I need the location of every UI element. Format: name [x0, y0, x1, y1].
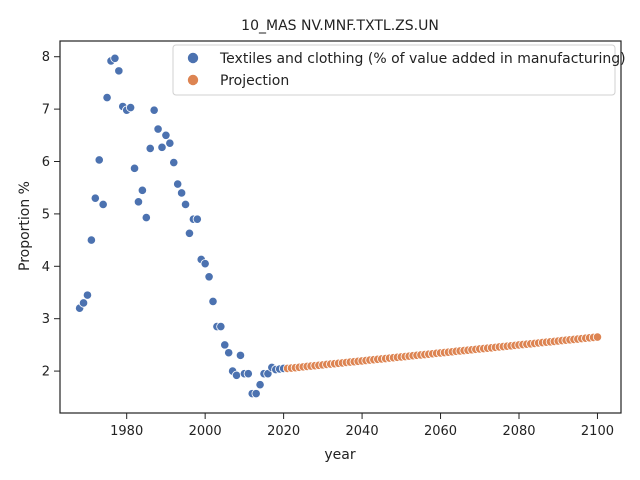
historical-point-17	[141, 212, 151, 223]
historical-point-22	[161, 130, 171, 140]
x-tick-label-4: 2060	[424, 424, 457, 439]
historical-point-30	[192, 214, 202, 224]
historical-point-45	[251, 389, 261, 399]
historical-point-25	[173, 179, 183, 189]
y-tick-label-4: 6	[42, 155, 50, 170]
x-axis-label: year	[324, 447, 355, 463]
axis-ticks-layer: 1980 2000 2020 2040 2060 2080 2100 2 3 4 5 6 7 8	[42, 50, 614, 439]
chart-title: 10_MAS NV.MNF.TXTL.ZS.UN	[241, 18, 439, 34]
historical-point-20	[153, 124, 163, 134]
y-tick-label-6: 8	[42, 50, 50, 65]
projection-point-79	[592, 332, 603, 342]
historical-point-37	[220, 340, 230, 350]
x-tick-label-6: 2100	[581, 424, 614, 439]
historical-point-46	[255, 380, 265, 390]
legend-box	[172, 44, 616, 96]
historical-point-18	[145, 143, 155, 154]
historical-point-38	[224, 348, 234, 358]
legend-marker-series-2	[187, 74, 199, 86]
historical-point-34	[208, 296, 218, 306]
historical-point-3	[86, 235, 96, 245]
legend-label-series-2: Projection	[220, 73, 289, 89]
historical-point-32	[200, 259, 210, 269]
x-tick-label-5: 2080	[502, 424, 535, 439]
historical-point-13	[126, 102, 136, 113]
historical-point-28	[184, 228, 195, 238]
historical-point-4	[90, 193, 100, 203]
historical-point-10	[114, 66, 124, 76]
historical-point-16	[137, 185, 147, 195]
legend: Textiles and clothing (% of value added …	[172, 44, 626, 96]
legend-marker-series-1	[187, 52, 199, 64]
historical-point-23	[165, 138, 175, 148]
y-axis-label: Proportion %	[17, 181, 33, 271]
legend-label-series-1: Textiles and clothing (% of value added …	[219, 51, 626, 67]
historical-point-36	[216, 321, 226, 332]
historical-point-24	[169, 157, 179, 168]
historical-point-6	[98, 199, 108, 210]
historical-point-19	[149, 105, 159, 115]
historical-point-40	[231, 370, 242, 380]
historical-point-5	[94, 155, 104, 165]
historical-point-43	[243, 369, 253, 379]
plot-frame	[59, 40, 622, 414]
y-tick-label-0: 2	[42, 365, 50, 380]
y-tick-label-2: 4	[42, 260, 50, 275]
historical-point-1	[78, 298, 89, 308]
historical-point-33	[204, 272, 214, 282]
historical-point-9	[110, 53, 120, 63]
x-tick-label-1: 2000	[189, 424, 222, 439]
y-tick-label-3: 5	[42, 207, 50, 222]
historical-point-2	[82, 290, 93, 300]
y-tick-label-5: 7	[42, 103, 50, 118]
x-tick-label-2: 2020	[267, 424, 300, 439]
historical-point-41	[235, 350, 246, 360]
x-tick-label-0: 1980	[110, 424, 143, 439]
historical-point-21	[157, 142, 167, 152]
historical-point-26	[177, 188, 187, 198]
y-tick-label-1: 3	[42, 312, 50, 327]
historical-point-27	[180, 199, 191, 210]
historical-point-15	[133, 197, 144, 207]
historical-point-14	[129, 163, 140, 173]
historical-point-7	[102, 92, 112, 103]
x-tick-label-3: 2040	[346, 424, 379, 439]
data-points-layer	[75, 53, 603, 399]
